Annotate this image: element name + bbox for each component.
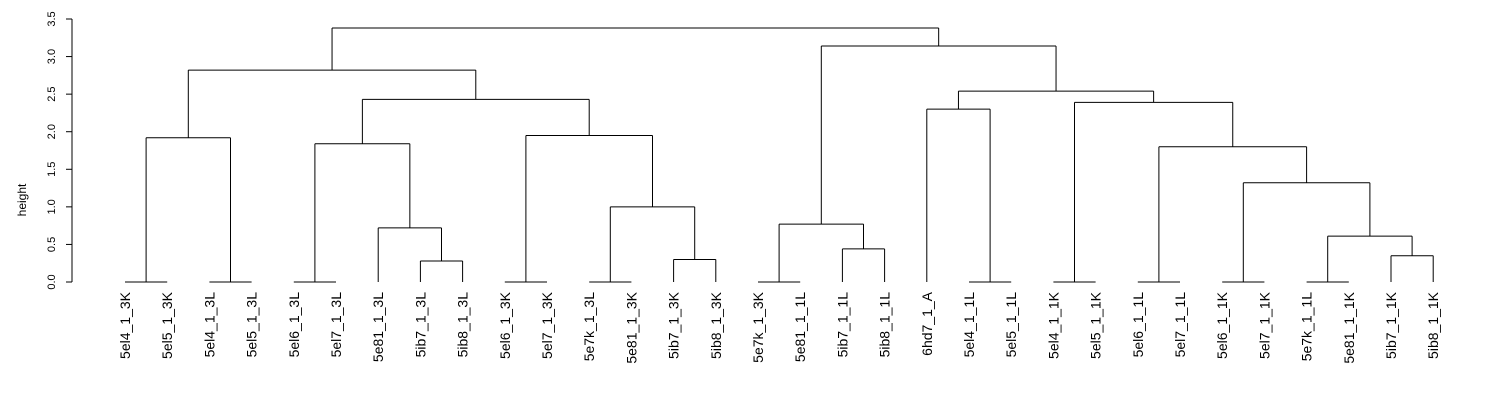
leaf-label: 5el4_1_3L: [201, 292, 217, 358]
y-tick-label: 3.0: [46, 49, 58, 64]
leaf-label: 6hd7_1_A: [919, 291, 935, 356]
y-tick-label: 0.5: [46, 237, 58, 252]
leaf-label: 5ib7_1_3L: [412, 292, 428, 358]
leaf-label: 5el6_1_3L: [286, 292, 302, 358]
leaf-label: 5e81_1_3K: [623, 291, 639, 363]
leaf-label: 5ib8_1_3K: [708, 291, 724, 359]
leaf-label: 5e7k_1_3K: [750, 291, 766, 363]
dendrogram-branches: [125, 27, 1434, 283]
y-axis-title: height: [15, 183, 29, 216]
leaf-labels: 5el4_1_3K 5el5_1_3K 5el4_1_3L 5el5_1_3L 5el6…: [117, 291, 1441, 363]
y-tick-label: 0.0: [46, 274, 58, 289]
leaf-label: 5ib7_1_1K: [1383, 291, 1399, 359]
leaf-label: 5el7_1_1K: [1256, 291, 1272, 359]
leaf-label: 5el5_1_1L: [1003, 292, 1019, 358]
leaf-label: 5ib7_1_1L: [834, 292, 850, 358]
leaf-label: 5el6_1_1K: [1214, 291, 1230, 359]
leaf-label: 5ib8_1_1K: [1425, 291, 1441, 359]
leaf-label: 5el4_1_3K: [117, 291, 133, 359]
leaf-label: 5e7k_1_3L: [581, 292, 597, 362]
y-tick-label: 1.5: [46, 162, 58, 177]
leaf-label: 5el7_1_3K: [539, 291, 555, 359]
y-tick-label: 2.5: [46, 86, 58, 101]
y-tick-label: 1.0: [46, 199, 58, 214]
leaf-label: 5el5_1_1K: [1088, 291, 1104, 359]
leaf-label: 5ib8_1_1L: [877, 292, 893, 358]
leaf-label: 5el6_1_3K: [497, 291, 513, 359]
y-tick-label: 2.0: [46, 124, 58, 139]
leaf-label: 5el5_1_3L: [244, 292, 260, 358]
leaf-label: 5e81_1_1K: [1341, 291, 1357, 363]
leaf-label: 5el6_1_1L: [1130, 292, 1146, 358]
leaf-label: 5ib7_1_3K: [666, 291, 682, 359]
y-axis: 0.0 0.5 1.0 1.5 2.0 2.5 3.0 3.5: [46, 11, 73, 290]
leaf-label: 5el7_1_3L: [328, 292, 344, 358]
leaf-label: 5e81_1_3L: [370, 292, 386, 362]
leaf-label: 5e81_1_1L: [792, 292, 808, 362]
leaf-label: 5el7_1_1L: [1172, 292, 1188, 358]
leaf-label: 5e7k_1_1L: [1299, 292, 1315, 362]
y-tick-label: 3.5: [46, 11, 58, 26]
leaf-label: 5el4_1_1L: [961, 292, 977, 358]
leaf-label: 5ib8_1_3L: [455, 292, 471, 358]
leaf-label: 5el5_1_3K: [159, 291, 175, 359]
leaf-label: 5el4_1_1K: [1045, 291, 1061, 359]
